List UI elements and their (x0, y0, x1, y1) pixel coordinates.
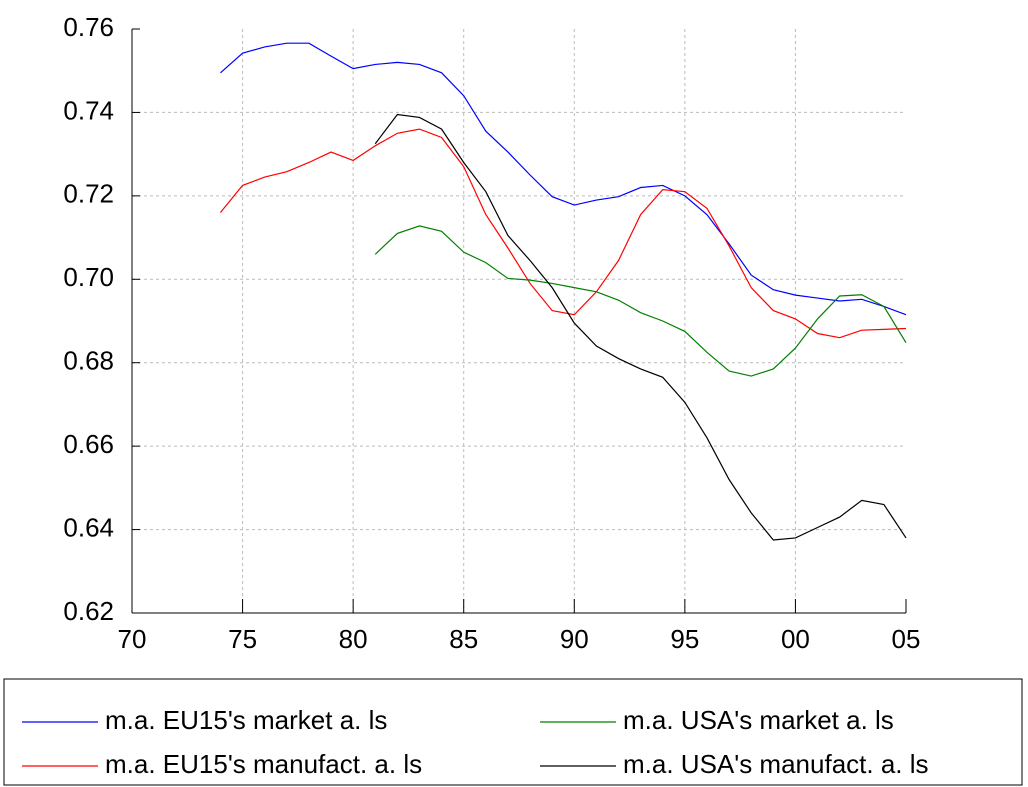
y-tick-label: 0.72 (63, 179, 114, 209)
x-tick-label: 90 (560, 624, 589, 654)
series-line (374, 113, 907, 541)
y-tick-label: 0.62 (63, 596, 114, 626)
legend-label: m.a. EU15's manufact. a. ls (105, 749, 422, 779)
series-line (374, 225, 907, 377)
x-tick-label: 80 (339, 624, 368, 654)
x-tick-label: 00 (781, 624, 810, 654)
x-tick-label: 05 (892, 624, 921, 654)
y-tick-label: 0.74 (63, 95, 114, 125)
legend-label: m.a. USA's market a. ls (623, 705, 894, 735)
x-tick-label: 95 (670, 624, 699, 654)
legend-box (3, 678, 1023, 786)
y-tick-label: 0.64 (63, 512, 114, 542)
legend-label: m.a. EU15's market a. ls (105, 705, 387, 735)
legend-label: m.a. USA's manufact. a. ls (623, 749, 929, 779)
x-tick-label: 85 (449, 624, 478, 654)
y-tick-label: 0.68 (63, 346, 114, 376)
y-tick-label: 0.66 (63, 429, 114, 459)
series-line (220, 42, 907, 316)
y-tick-label: 0.70 (63, 262, 114, 292)
series-line (219, 128, 907, 339)
x-tick-label: 75 (228, 624, 257, 654)
y-tick-label: 0.76 (63, 12, 114, 42)
x-tick-label: 70 (118, 624, 147, 654)
